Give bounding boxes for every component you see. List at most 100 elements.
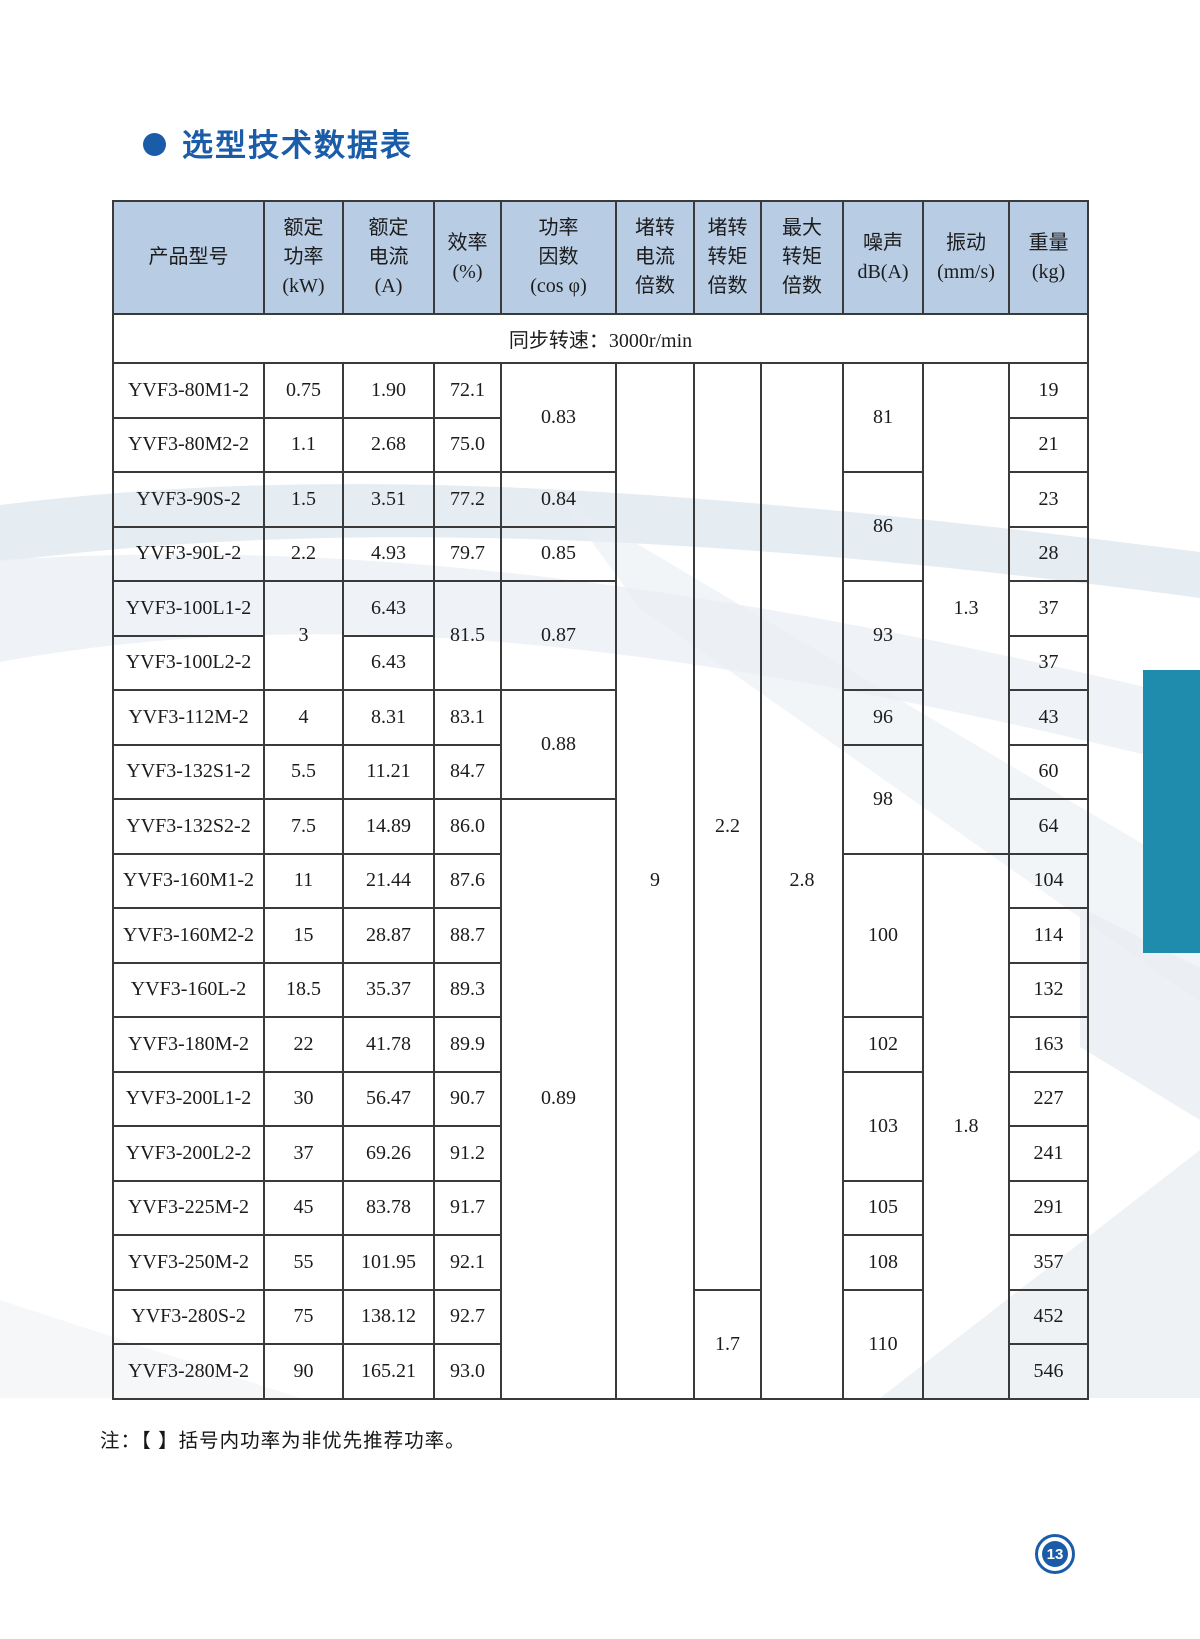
cell: 84.7 [433, 743, 502, 800]
cell: 22 [263, 1016, 344, 1073]
cell-model: YVF3-160M1-2 [112, 852, 265, 909]
cell: 91.2 [433, 1125, 502, 1182]
cell: 1.8 [922, 852, 1010, 1400]
cell: 64 [1008, 798, 1089, 855]
cell-model: YVF3-90S-2 [112, 471, 265, 528]
cell: 89.9 [433, 1016, 502, 1073]
cell: 0.75 [263, 362, 344, 419]
cell: 37 [1008, 634, 1089, 691]
cell-model: YVF3-180M-2 [112, 1016, 265, 1073]
cell: 0.89 [500, 798, 617, 1400]
cell: 3.51 [342, 471, 435, 528]
cell: 77.2 [433, 471, 502, 528]
cell: 1.5 [263, 471, 344, 528]
cell: 21.44 [342, 852, 435, 909]
col-header-vibration: 振动 (mm/s) [922, 200, 1010, 315]
cell: 0.84 [500, 471, 617, 528]
cell: 23 [1008, 471, 1089, 528]
cell: 9 [615, 362, 695, 1400]
speed-subtitle-row: 同步转速：3000r/min [112, 313, 1089, 364]
table-row: YVF3-250M-2 55 101.95 92.1 108 357 [112, 1234, 1089, 1291]
cell-model: YVF3-90L-2 [112, 525, 265, 582]
cell: 28 [1008, 525, 1089, 582]
cell: 105 [842, 1179, 924, 1236]
col-header-weight: 重量 (kg) [1008, 200, 1089, 315]
cell: 91.7 [433, 1179, 502, 1236]
col-header-efficiency: 效率 (%) [433, 200, 502, 315]
cell: 69.26 [342, 1125, 435, 1182]
cell: 114 [1008, 907, 1089, 964]
cell: 81 [842, 362, 924, 473]
cell-model: YVF3-225M-2 [112, 1179, 265, 1236]
cell: 0.88 [500, 689, 617, 800]
cell: 1.1 [263, 416, 344, 473]
cell: 102 [842, 1016, 924, 1073]
cell: 86 [842, 471, 924, 582]
cell-model: YVF3-112M-2 [112, 689, 265, 746]
cell: 132 [1008, 961, 1089, 1018]
cell: 60 [1008, 743, 1089, 800]
col-header-model: 产品型号 [112, 200, 265, 315]
cell: 92.7 [433, 1288, 502, 1345]
cell: 4 [263, 689, 344, 746]
page-title: 选型技术数据表 [182, 128, 413, 163]
cell: 21 [1008, 416, 1089, 473]
cell: 3 [263, 580, 344, 691]
cell: 8.31 [342, 689, 435, 746]
spec-table-body: 同步转速：3000r/min YVF3-80M1-2 0.75 1.90 72.1 0.… [112, 313, 1089, 1400]
cell: 96 [842, 689, 924, 746]
table-row: YVF3-80M2-2 1.1 2.68 75.0 21 [112, 416, 1089, 473]
cell: 0.83 [500, 362, 617, 473]
cell: 227 [1008, 1070, 1089, 1127]
cell: 291 [1008, 1179, 1089, 1236]
cell: 108 [842, 1234, 924, 1291]
col-header-rated-power: 额定 功率 (kW) [263, 200, 344, 315]
cell: 14.89 [342, 798, 435, 855]
cell: 72.1 [433, 362, 502, 419]
cell-model: YVF3-280S-2 [112, 1288, 265, 1345]
header-row: 产品型号 额定 功率 (kW) 额定 电流 (A) 效率 (%) 功率 因数 (cos φ) 堵转 电流倍… [112, 200, 1089, 315]
cell: 1.7 [693, 1288, 762, 1400]
table-row: YVF3-200L2-2 37 69.26 91.2 241 [112, 1125, 1089, 1182]
table-row: YVF3-180M-2 22 41.78 89.9 102 163 [112, 1016, 1089, 1073]
col-header-locked-rotor-current-ratio: 堵转 电流 倍数 [615, 200, 695, 315]
cell-model: YVF3-200L1-2 [112, 1070, 265, 1127]
cell: 41.78 [342, 1016, 435, 1073]
cell: 81.5 [433, 580, 502, 691]
cell: 37 [1008, 580, 1089, 637]
cell: 165.21 [342, 1343, 435, 1400]
cell: 30 [263, 1070, 344, 1127]
cell: 0.87 [500, 580, 617, 691]
cell: 138.12 [342, 1288, 435, 1345]
col-header-noise: 噪声 dB(A) [842, 200, 924, 315]
cell: 11.21 [342, 743, 435, 800]
cell: 0.85 [500, 525, 617, 582]
cell: 79.7 [433, 525, 502, 582]
cell: 7.5 [263, 798, 344, 855]
cell-model: YVF3-132S2-2 [112, 798, 265, 855]
cell: 2.2 [693, 362, 762, 1291]
cell: 2.2 [263, 525, 344, 582]
col-header-max-torque-ratio: 最大 转矩 倍数 [760, 200, 844, 315]
cell: 88.7 [433, 907, 502, 964]
cell-model: YVF3-80M1-2 [112, 362, 265, 419]
cell-model: YVF3-160M2-2 [112, 907, 265, 964]
cell: 90 [263, 1343, 344, 1400]
spec-table: 产品型号 额定 功率 (kW) 额定 电流 (A) 效率 (%) 功率 因数 (cos φ) 堵转 电流倍… [112, 200, 1089, 1400]
page-number: 13 [1042, 1541, 1068, 1567]
cell: 1.3 [922, 362, 1010, 855]
cell: 4.93 [342, 525, 435, 582]
cell-model: YVF3-280M-2 [112, 1343, 265, 1400]
cell: 93.0 [433, 1343, 502, 1400]
cell: 55 [263, 1234, 344, 1291]
cell: 1.90 [342, 362, 435, 419]
cell-model: YVF3-80M2-2 [112, 416, 265, 473]
cell: 19 [1008, 362, 1089, 419]
cell: 2.68 [342, 416, 435, 473]
cell-model: YVF3-200L2-2 [112, 1125, 265, 1182]
cell: 11 [263, 852, 344, 909]
cell: 75 [263, 1288, 344, 1345]
cell: 86.0 [433, 798, 502, 855]
cell: 163 [1008, 1016, 1089, 1073]
